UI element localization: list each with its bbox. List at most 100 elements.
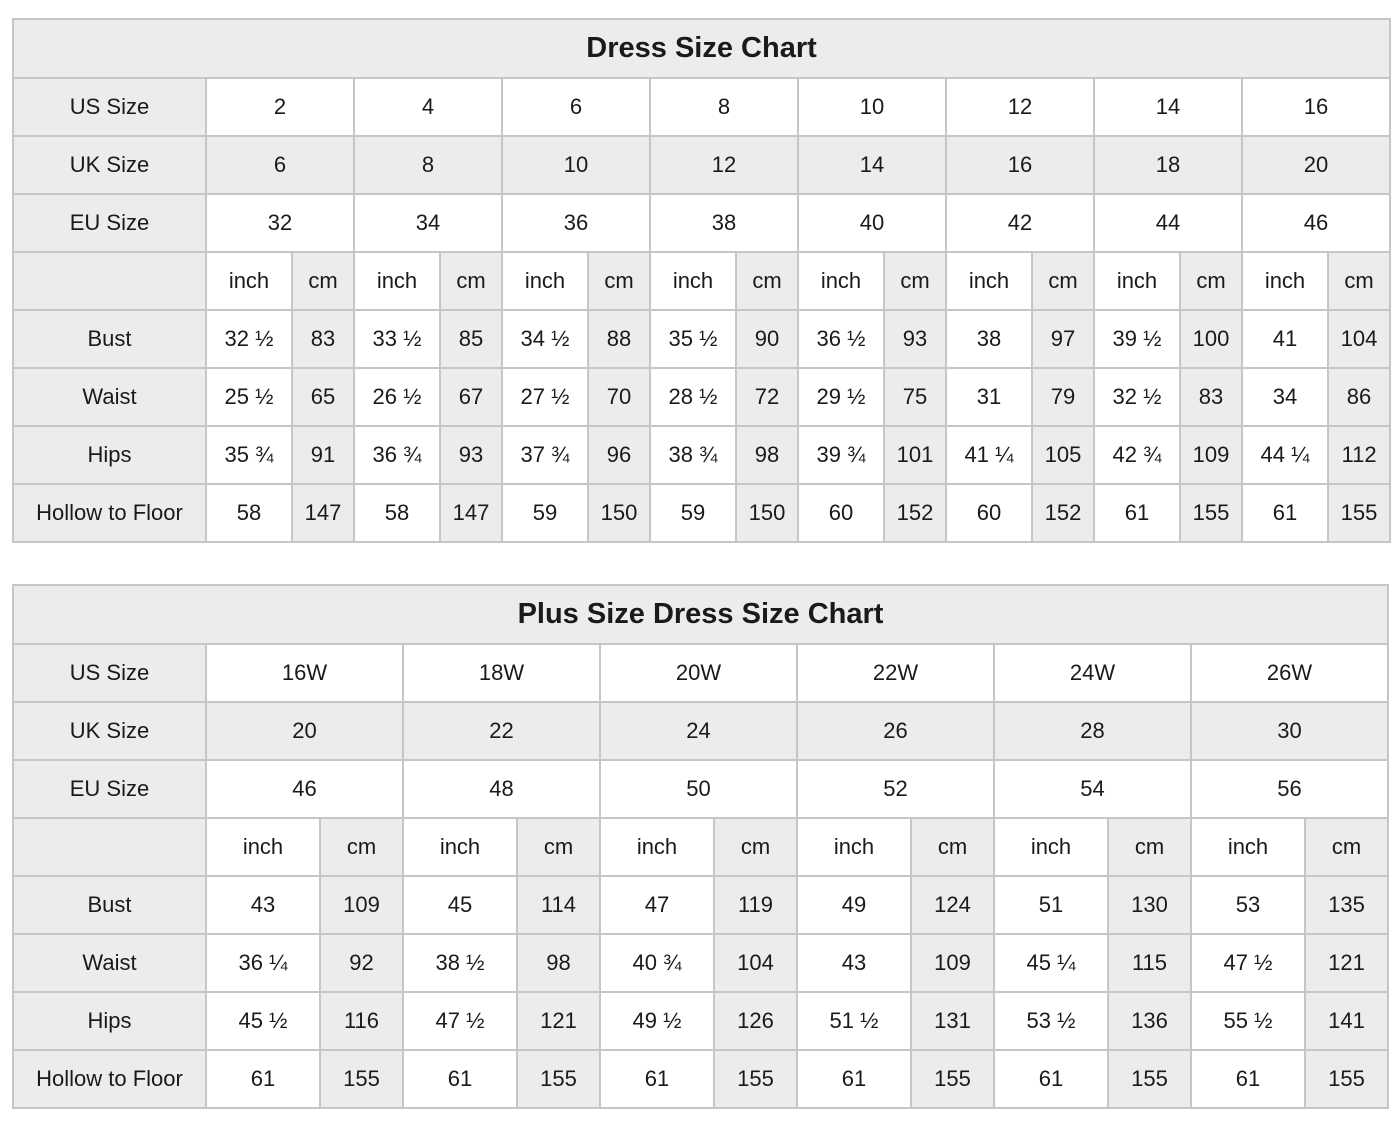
unit-inch-cell: inch	[402, 817, 518, 877]
size-value-cell: 30	[1189, 701, 1390, 761]
size-value-cell: 32	[205, 193, 355, 253]
waist-row: Waist 36 ¼ 92 38 ½ 98 40 ¾ 104 43 109 45 ¼ 115 47 ½…	[12, 933, 1390, 993]
measure-inch-cell: 61	[993, 1049, 1109, 1109]
size-value-cell: 6	[205, 135, 355, 195]
row-label-cell: Bust	[12, 875, 207, 935]
measure-cm-cell: 119	[713, 875, 798, 935]
size-value-cell: 26	[796, 701, 995, 761]
measure-cm-cell: 101	[883, 425, 947, 485]
measure-cm-cell: 65	[291, 367, 355, 427]
measure-cm-cell: 109	[319, 875, 404, 935]
measure-cm-cell: 85	[439, 309, 503, 369]
size-value-cell: 18	[1093, 135, 1243, 195]
row-label-cell: Waist	[12, 367, 207, 427]
unit-inch-cell: inch	[501, 251, 589, 311]
measure-inch-cell: 61	[1190, 1049, 1306, 1109]
measure-inch-cell: 47 ½	[402, 991, 518, 1051]
eu-size-row: EU Size 32 34 36 38 40 42 44 46	[12, 193, 1392, 253]
measure-inch-cell: 38	[945, 309, 1033, 369]
measure-cm-cell: 93	[439, 425, 503, 485]
measure-cm-cell: 121	[1303, 933, 1390, 993]
measure-inch-cell: 53	[1190, 875, 1306, 935]
size-value-cell: 20W	[599, 643, 798, 703]
measure-cm-cell: 88	[587, 309, 651, 369]
measure-inch-cell: 39 ¾	[797, 425, 885, 485]
measure-inch-cell: 59	[649, 483, 737, 543]
row-label-cell: UK Size	[12, 701, 207, 761]
measure-inch-cell: 31	[945, 367, 1033, 427]
measure-cm-cell: 83	[291, 309, 355, 369]
size-value-cell: 52	[796, 759, 995, 819]
size-value-cell: 54	[993, 759, 1192, 819]
unit-cm-cell: cm	[1107, 817, 1192, 877]
size-value-cell: 44	[1093, 193, 1243, 253]
measure-inch-cell: 37 ¾	[501, 425, 589, 485]
measure-inch-cell: 25 ½	[205, 367, 293, 427]
size-value-cell: 50	[599, 759, 798, 819]
size-value-cell: 4	[353, 77, 503, 137]
row-label-cell: EU Size	[12, 759, 207, 819]
unit-cm-cell: cm	[319, 817, 404, 877]
measure-inch-cell: 36 ¾	[353, 425, 441, 485]
us-size-row: US Size 2 4 6 8 10 12 14 16	[12, 77, 1392, 137]
unit-inch-cell: inch	[205, 251, 293, 311]
measure-cm-cell: 155	[1107, 1049, 1192, 1109]
unit-cm-cell: cm	[735, 251, 799, 311]
eu-size-row: EU Size 46 48 50 52 54 56	[12, 759, 1390, 819]
measure-cm-cell: 155	[319, 1049, 404, 1109]
unit-cm-cell: cm	[439, 251, 503, 311]
measure-cm-cell: 98	[516, 933, 601, 993]
measure-inch-cell: 28 ½	[649, 367, 737, 427]
measure-cm-cell: 150	[735, 483, 799, 543]
measure-inch-cell: 61	[1241, 483, 1329, 543]
measure-cm-cell: 83	[1179, 367, 1243, 427]
unit-row-label-cell	[12, 817, 207, 877]
size-value-cell: 42	[945, 193, 1095, 253]
measure-cm-cell: 126	[713, 991, 798, 1051]
measure-cm-cell: 147	[439, 483, 503, 543]
size-value-cell: 16	[1240, 77, 1392, 137]
dress-size-chart-table: Dress Size Chart US Size 2 4 6 8 10 12 14 16 UK S…	[11, 18, 1392, 543]
measure-cm-cell: 109	[910, 933, 995, 993]
measure-inch-cell: 36 ¼	[205, 933, 321, 993]
measure-inch-cell: 58	[353, 483, 441, 543]
size-value-cell: 46	[205, 759, 404, 819]
measure-inch-cell: 61	[1093, 483, 1181, 543]
size-value-cell: 12	[945, 77, 1095, 137]
measure-cm-cell: 90	[735, 309, 799, 369]
measure-cm-cell: 135	[1303, 875, 1390, 935]
measure-cm-cell: 104	[1326, 309, 1392, 369]
measure-cm-cell: 91	[291, 425, 355, 485]
size-value-cell: 46	[1240, 193, 1392, 253]
measure-cm-cell: 104	[713, 933, 798, 993]
measure-cm-cell: 92	[319, 933, 404, 993]
measure-cm-cell: 98	[735, 425, 799, 485]
row-label-cell: US Size	[12, 643, 207, 703]
measure-inch-cell: 51 ½	[796, 991, 912, 1051]
unit-inch-cell: inch	[945, 251, 1033, 311]
measure-cm-cell: 121	[516, 991, 601, 1051]
row-label-cell: EU Size	[12, 193, 207, 253]
measure-inch-cell: 61	[796, 1049, 912, 1109]
size-value-cell: 20	[1240, 135, 1392, 195]
size-value-cell: 28	[993, 701, 1192, 761]
measure-cm-cell: 155	[516, 1049, 601, 1109]
row-label-cell: Hips	[12, 425, 207, 485]
measure-inch-cell: 38 ½	[402, 933, 518, 993]
size-value-cell: 48	[402, 759, 601, 819]
measure-inch-cell: 49 ½	[599, 991, 715, 1051]
unit-cm-cell: cm	[1179, 251, 1243, 311]
row-label-cell: US Size	[12, 77, 207, 137]
unit-inch-cell: inch	[1093, 251, 1181, 311]
bust-row: Bust 32 ½ 83 33 ½ 85 34 ½ 88 35 ½ 90 36 ½ 93 38 97 39…	[12, 309, 1392, 369]
unit-inch-cell: inch	[796, 817, 912, 877]
plus-size-dress-size-chart-table: Plus Size Dress Size Chart US Size 16W 18W…	[11, 584, 1390, 1109]
measure-cm-cell: 155	[1303, 1049, 1390, 1109]
unit-inch-cell: inch	[205, 817, 321, 877]
unit-inch-cell: inch	[1190, 817, 1306, 877]
size-value-cell: 22W	[796, 643, 995, 703]
measure-inch-cell: 34 ½	[501, 309, 589, 369]
measure-inch-cell: 61	[205, 1049, 321, 1109]
row-label-cell: Waist	[12, 933, 207, 993]
measure-inch-cell: 34	[1241, 367, 1329, 427]
